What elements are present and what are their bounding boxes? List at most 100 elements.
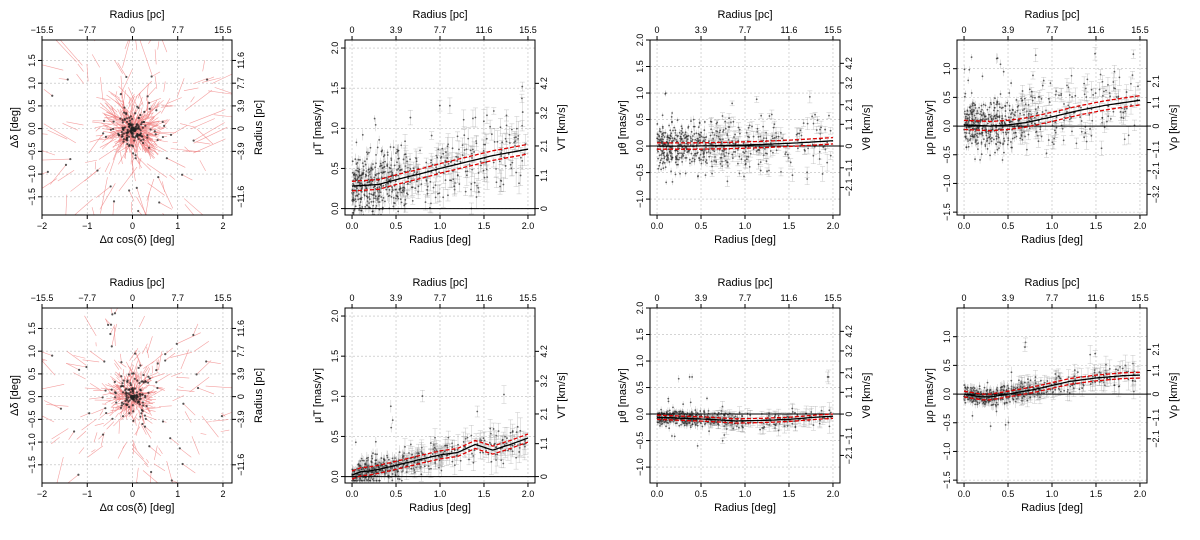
data-point [674, 149, 677, 152]
data-point [434, 196, 437, 199]
data-point [389, 146, 392, 148]
star-point [122, 132, 125, 135]
data-point [403, 204, 406, 207]
star-point [180, 173, 184, 176]
pm-vector [151, 120, 168, 128]
data-point [677, 158, 680, 161]
data-point [438, 171, 440, 174]
tick-label-y: 2.0 [330, 42, 340, 55]
data-point [461, 144, 464, 146]
pm-vector [140, 132, 154, 136]
star-point [135, 123, 138, 126]
data-point [465, 174, 468, 177]
tick-label-x: 1 [175, 221, 180, 231]
data-point [719, 129, 722, 132]
star-point [122, 140, 125, 143]
data-point [376, 172, 378, 175]
data-point [1021, 100, 1023, 102]
data-point [379, 184, 382, 187]
data-point [384, 160, 386, 163]
data-point [1027, 133, 1030, 136]
y-axis-right: 0 1.1 2.1 3.2 4.2 [535, 77, 549, 211]
data-point [379, 165, 381, 168]
data-point [828, 114, 830, 117]
data-point [661, 132, 664, 135]
data-point [380, 196, 383, 198]
data-point [357, 158, 360, 161]
tick-label-top: 3.9 [390, 25, 403, 35]
data-point [1085, 96, 1088, 98]
data-point [383, 171, 385, 174]
tick-label-y: −1.0 [27, 165, 37, 183]
data-point [759, 135, 762, 138]
data-point [768, 169, 770, 172]
data-point [728, 117, 730, 120]
pm-vector [146, 96, 149, 111]
data-point [669, 129, 672, 132]
star-point [140, 123, 143, 126]
data-point [378, 208, 381, 211]
star-point [158, 201, 161, 204]
pm-vector [161, 40, 168, 53]
tick-label-x: 0.0 [651, 221, 664, 231]
data-point [721, 138, 724, 141]
pm-vector [156, 102, 159, 111]
data-point [657, 150, 659, 153]
data-point [687, 150, 690, 152]
data-point [378, 201, 381, 203]
tick-label-right: −2.1 [844, 179, 854, 197]
data-point [676, 119, 679, 121]
data-point [743, 175, 745, 178]
data-point [365, 195, 368, 198]
data-point [671, 140, 673, 142]
pm-vector [131, 160, 136, 182]
data-point [366, 153, 369, 155]
data-point [724, 127, 727, 130]
data-point [386, 165, 389, 168]
data-point [727, 138, 730, 141]
data-point [705, 159, 708, 161]
star-point [129, 127, 132, 130]
data-point [757, 148, 760, 151]
data-point [715, 122, 718, 125]
data-point [396, 195, 399, 198]
data-point [384, 200, 386, 203]
data-point [659, 130, 662, 133]
pm-vector [98, 148, 116, 160]
data-point [704, 174, 707, 177]
pm-vector [146, 99, 158, 119]
pm-vector [140, 140, 154, 149]
data-point [680, 156, 683, 159]
y-axis-label: μθ [mas/yr] [617, 100, 629, 155]
pm-vector [77, 63, 84, 72]
data-point [663, 161, 666, 164]
data-point [403, 153, 406, 156]
data-point [705, 151, 708, 154]
tick-label-y: −0.5 [27, 142, 37, 160]
star-point [122, 111, 126, 114]
star-point [146, 134, 149, 137]
pm-vector [133, 117, 135, 123]
data-point [667, 136, 670, 139]
tick-label-right: 3.9 [236, 100, 246, 113]
data-point [679, 172, 681, 175]
data-point [374, 195, 377, 198]
tick-label-top: 15.5 [519, 25, 537, 35]
data-point [678, 131, 681, 134]
data-point [1083, 82, 1086, 85]
tick-label-top: 7.7 [739, 25, 752, 35]
tick-label-x: −1 [82, 221, 92, 231]
data-point [1091, 119, 1094, 122]
data-point [1047, 97, 1050, 100]
data-point [381, 199, 384, 202]
data-point [419, 149, 421, 152]
star-point [156, 138, 159, 142]
pm-vector [74, 198, 94, 215]
star-point [124, 126, 127, 129]
data-point [444, 164, 446, 167]
data-point [699, 136, 701, 139]
data-point [820, 126, 822, 129]
pm-vector [119, 108, 125, 117]
data-point [972, 108, 975, 111]
data-point [368, 171, 371, 173]
